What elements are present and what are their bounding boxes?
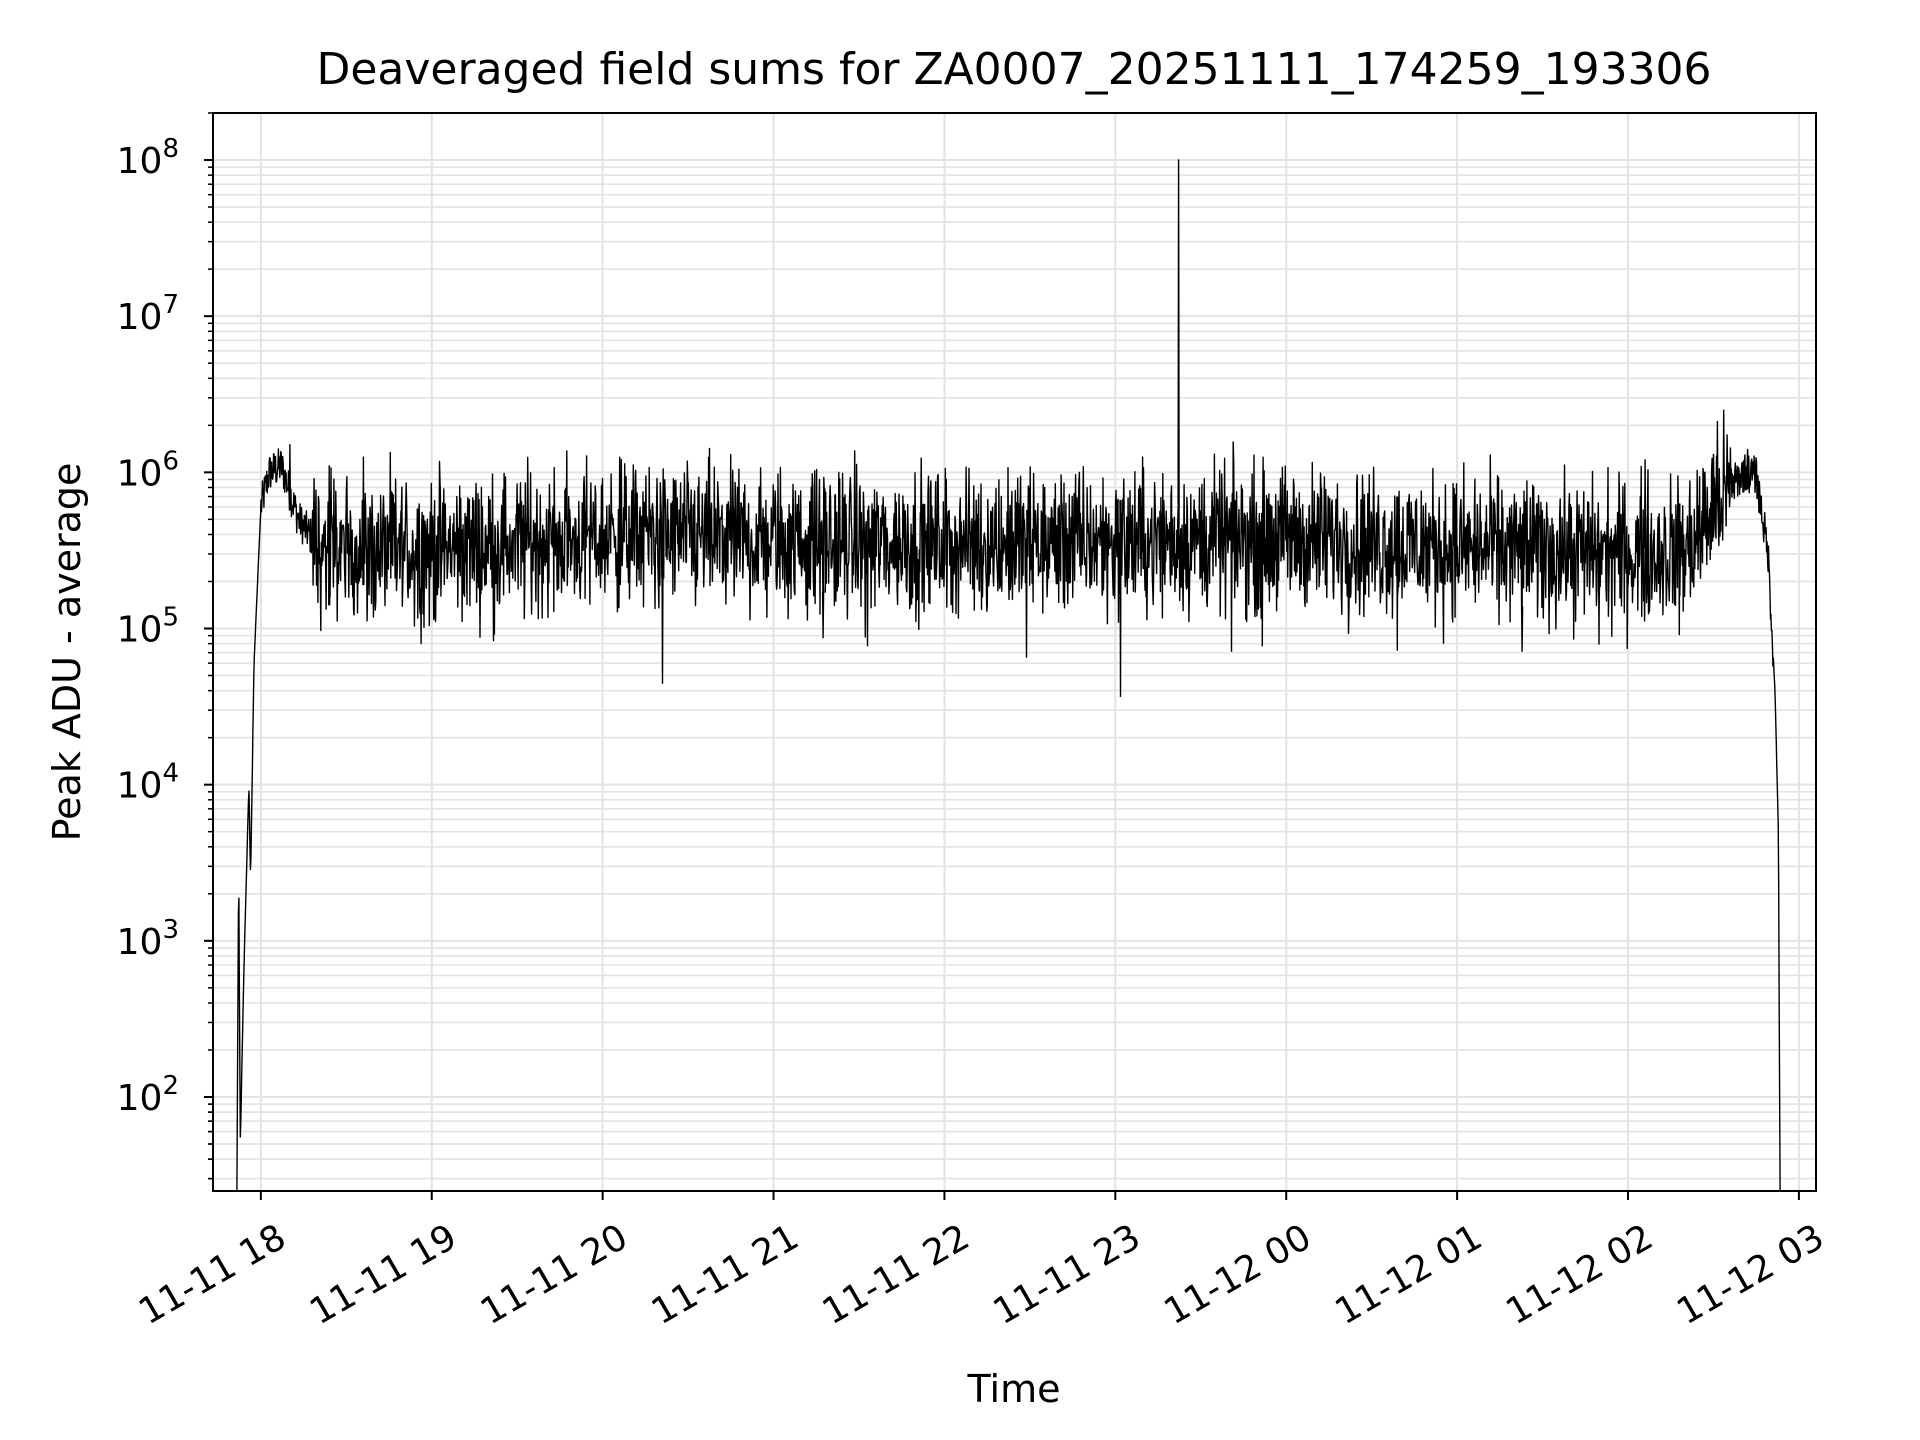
- x-tick-label: 11-12 00: [1158, 1217, 1319, 1333]
- y-tick-label: 106: [117, 446, 179, 494]
- x-tick-label: 11-11 19: [303, 1217, 464, 1333]
- grid-lines: [213, 112, 1816, 1191]
- x-tick-label: 11-11 21: [645, 1217, 806, 1333]
- y-axis: 102 103 104 105 106 107 108: [117, 112, 213, 1180]
- x-axis-label: Time: [967, 1367, 1061, 1411]
- x-tick-label: 11-12 02: [1499, 1217, 1660, 1333]
- y-tick-label: 104: [117, 759, 179, 807]
- y-axis-label: Peak ADU - average: [45, 463, 89, 842]
- x-axis: 11-11 18 11-11 19 11-11 20 11-11 21 11-11 22…: [132, 1191, 1831, 1333]
- x-tick-label: 11-11 18: [132, 1217, 293, 1333]
- series-line: [236, 159, 1781, 1192]
- y-tick-label: 105: [117, 602, 179, 650]
- x-tick-label: 11-11 20: [474, 1217, 635, 1333]
- chart-title: Deaveraged field sums for ZA0007_2025111…: [316, 44, 1711, 95]
- y-tick-label: 102: [117, 1071, 179, 1119]
- x-tick-label: 11-11 22: [816, 1217, 977, 1333]
- x-tick-label: 11-12 03: [1670, 1217, 1831, 1333]
- x-tick-label: 11-12 01: [1328, 1217, 1489, 1333]
- y-tick-label: 107: [117, 290, 179, 338]
- x-tick-label: 11-11 23: [987, 1217, 1148, 1333]
- y-tick-label: 108: [117, 134, 179, 182]
- y-tick-label: 103: [117, 915, 179, 963]
- series-group: [236, 159, 1781, 1192]
